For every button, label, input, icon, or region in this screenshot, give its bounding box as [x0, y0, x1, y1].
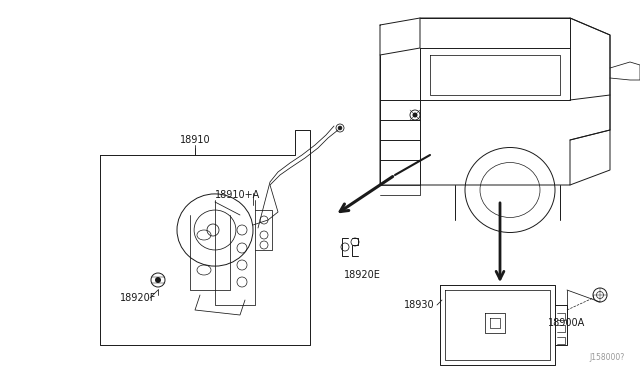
Text: J158000?: J158000?: [589, 353, 625, 362]
Text: 18920E: 18920E: [344, 270, 380, 280]
Circle shape: [413, 112, 417, 118]
Text: 18910: 18910: [180, 135, 211, 145]
Text: 18930: 18930: [404, 300, 435, 310]
Text: 18900A: 18900A: [548, 318, 586, 328]
Text: 18910+A: 18910+A: [215, 190, 260, 200]
Text: 18920F: 18920F: [120, 293, 156, 303]
Circle shape: [338, 126, 342, 130]
Circle shape: [155, 277, 161, 283]
